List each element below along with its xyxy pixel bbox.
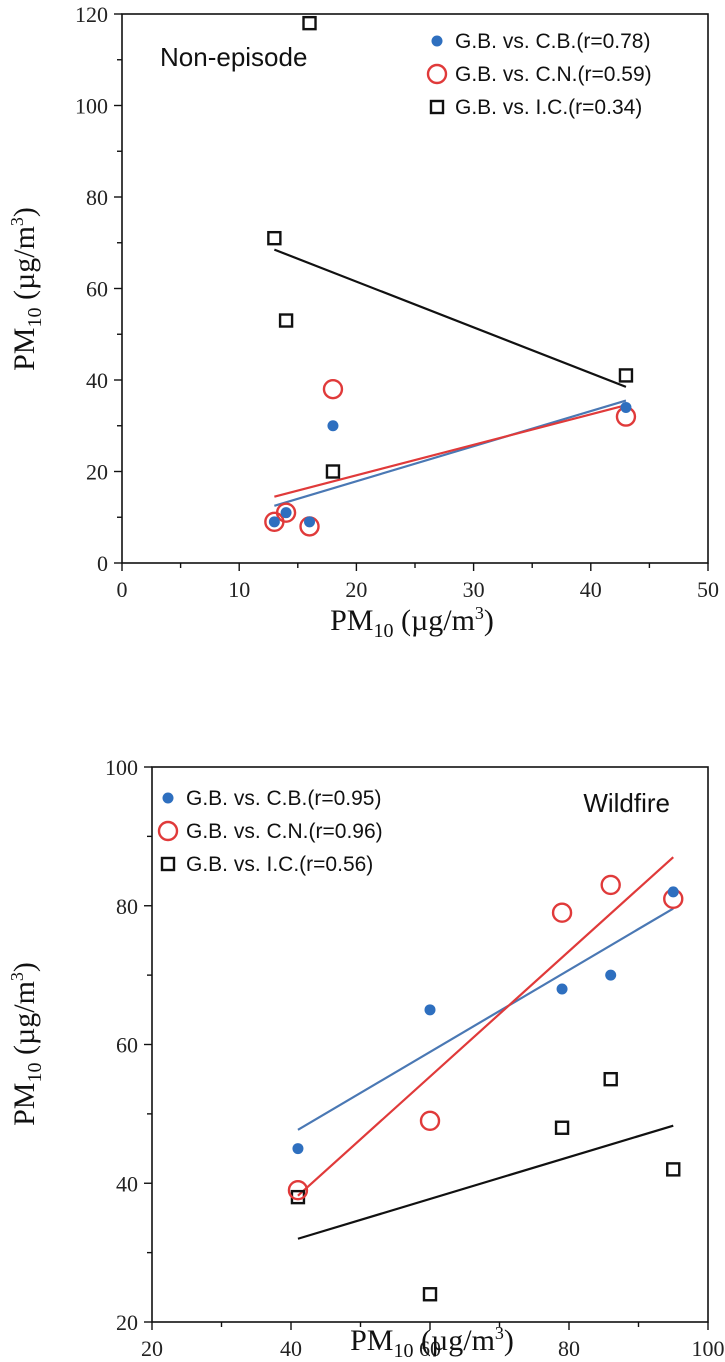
panel-1-y-axis-title: PM10 (µg/m3) [7, 207, 46, 371]
panel-1-label: Non-episode [160, 42, 307, 72]
panel-1-x-tick-label: 40 [580, 577, 602, 602]
panel-1-y-tick-label: 80 [86, 185, 108, 210]
panel-1-x-tick-label: 30 [463, 577, 485, 602]
panel-2-series-square-fit-line [297, 1124, 674, 1240]
panel-1-series-circle-fit-line [274, 404, 627, 498]
panel-2-series-square-point-3 [603, 1071, 618, 1087]
panel-2-series-circle-fit-line [297, 856, 674, 1197]
panel-2-series-dot-fit-line [297, 907, 674, 1131]
panel-2-x-tick-label: 80 [558, 1336, 580, 1361]
panel-1-series-dot-point-0 [268, 516, 280, 528]
panel-2-y-tick-label: 40 [116, 1171, 138, 1196]
panel-2-series-circle-point-0 [287, 1179, 309, 1201]
panel-2-series-circle-point-1 [419, 1110, 441, 1132]
panel-1-legend-circle-marker-point-0 [426, 63, 448, 85]
panel-2-label: Wildfire [583, 788, 670, 818]
panel-2-legend-dot-label: G.B. vs. C.B.(r=0.95) [186, 787, 381, 810]
panel-2-series-square-point-4 [666, 1162, 681, 1177]
panel-2: 20 40 60 80 100 20 40 60 80 100 PM10 (µg/m3) PM10 (… [7, 755, 725, 1362]
panel-2-x-tick-label: 100 [692, 1336, 725, 1361]
panel-2-series-circle-point-3 [600, 874, 621, 896]
panel-1-x-tick-label: 20 [345, 577, 367, 602]
panel-1-y-tick-label: 60 [86, 277, 108, 302]
panel-2-y-tick-label: 100 [105, 755, 138, 780]
panel-1-series-dot-point-3 [327, 420, 339, 432]
panel-2-legend-dot-marker-point-0 [162, 792, 174, 804]
panel-1-y-tick-label: 20 [86, 460, 108, 485]
panel-2-legend-square-label: G.B. vs. I.C.(r=0.56) [186, 853, 373, 876]
panel-1-series-dot-point-4 [620, 401, 632, 413]
panel-1: 0 10 20 30 40 50 0 20 40 60 80 100 120 PM10 (µg/m3) PM… [7, 2, 719, 642]
panel-2-y-tick-label: 60 [116, 1033, 138, 1058]
panel-2-legend-circle-label: G.B. vs. C.N.(r=0.96) [186, 820, 383, 843]
panel-2-x-tick-label: 20 [141, 1336, 163, 1361]
panel-2-series-dot-point-2 [556, 983, 568, 995]
panel-1-series-circle-point-1 [275, 502, 297, 523]
panel-2-x-axis-title: PM10 (µg/m3) [350, 1323, 514, 1362]
panel-1-x-tick-label: 0 [117, 577, 128, 602]
panel-1-legend-square-marker-point-0 [429, 99, 445, 115]
panel-2-series-circle-point-2 [551, 902, 573, 923]
panel-1-series-square-point-2 [302, 15, 317, 31]
panel-2-series-square-point-1 [422, 1287, 438, 1302]
panel-1-series-square-point-4 [618, 368, 634, 383]
panel-1-y-tick-label: 0 [97, 551, 108, 576]
panel-2-plot-frame [151, 766, 709, 1323]
panel-1-series-circle-point-3 [322, 378, 344, 400]
panel-2-series-dot-point-0 [292, 1143, 304, 1155]
panel-1-legend-dot-label: G.B. vs. C.B.(r=0.78) [455, 30, 650, 53]
panel-2-series-dot-point-3 [605, 969, 617, 981]
panel-1-series-dot-point-2 [304, 516, 316, 528]
panel-2-legend-square-marker-point-0 [160, 856, 176, 872]
panel-1-series-dot-point-1 [280, 507, 292, 519]
panel-1-series-square-point-1 [278, 313, 294, 328]
panel-1-x-tick-label: 10 [228, 577, 250, 602]
panel-1-y-tick-label: 40 [86, 368, 108, 393]
panel-1-x-tick-label: 50 [697, 577, 719, 602]
panel-2-y-tick-label: 20 [116, 1310, 138, 1335]
panel-2-x-tick-label: 60 [419, 1336, 441, 1361]
panel-2-y-tick-label: 80 [116, 894, 138, 919]
panel-2-x-tick-label: 40 [280, 1336, 302, 1361]
panel-1-series-square-point-0 [267, 230, 282, 246]
panel-1-legend-circle-label: G.B. vs. C.N.(r=0.59) [455, 63, 652, 86]
panel-2-y-axis-title: PM10 (µg/m3) [7, 962, 46, 1126]
panel-2-series-square-point-2 [554, 1120, 570, 1135]
panel-1-legend-dot-marker-point-0 [431, 35, 443, 47]
panel-1-y-tick-label: 120 [75, 2, 108, 27]
panel-2-series-dot-point-1 [424, 1004, 436, 1016]
panel-2-series-dot-point-4 [667, 886, 679, 898]
panel-1-series-square-point-3 [325, 464, 341, 479]
panel-1-y-tick-label: 100 [75, 94, 108, 119]
panel-2-legend-circle-marker-point-0 [157, 820, 179, 842]
panel-1-series-square-fit-line [273, 248, 627, 388]
panel-1-series-dot-fit-line [274, 399, 627, 507]
panel-1-legend-square-label: G.B. vs. I.C.(r=0.34) [455, 96, 642, 119]
panel-1-x-axis-title: PM10 (µg/m3) [330, 603, 494, 642]
